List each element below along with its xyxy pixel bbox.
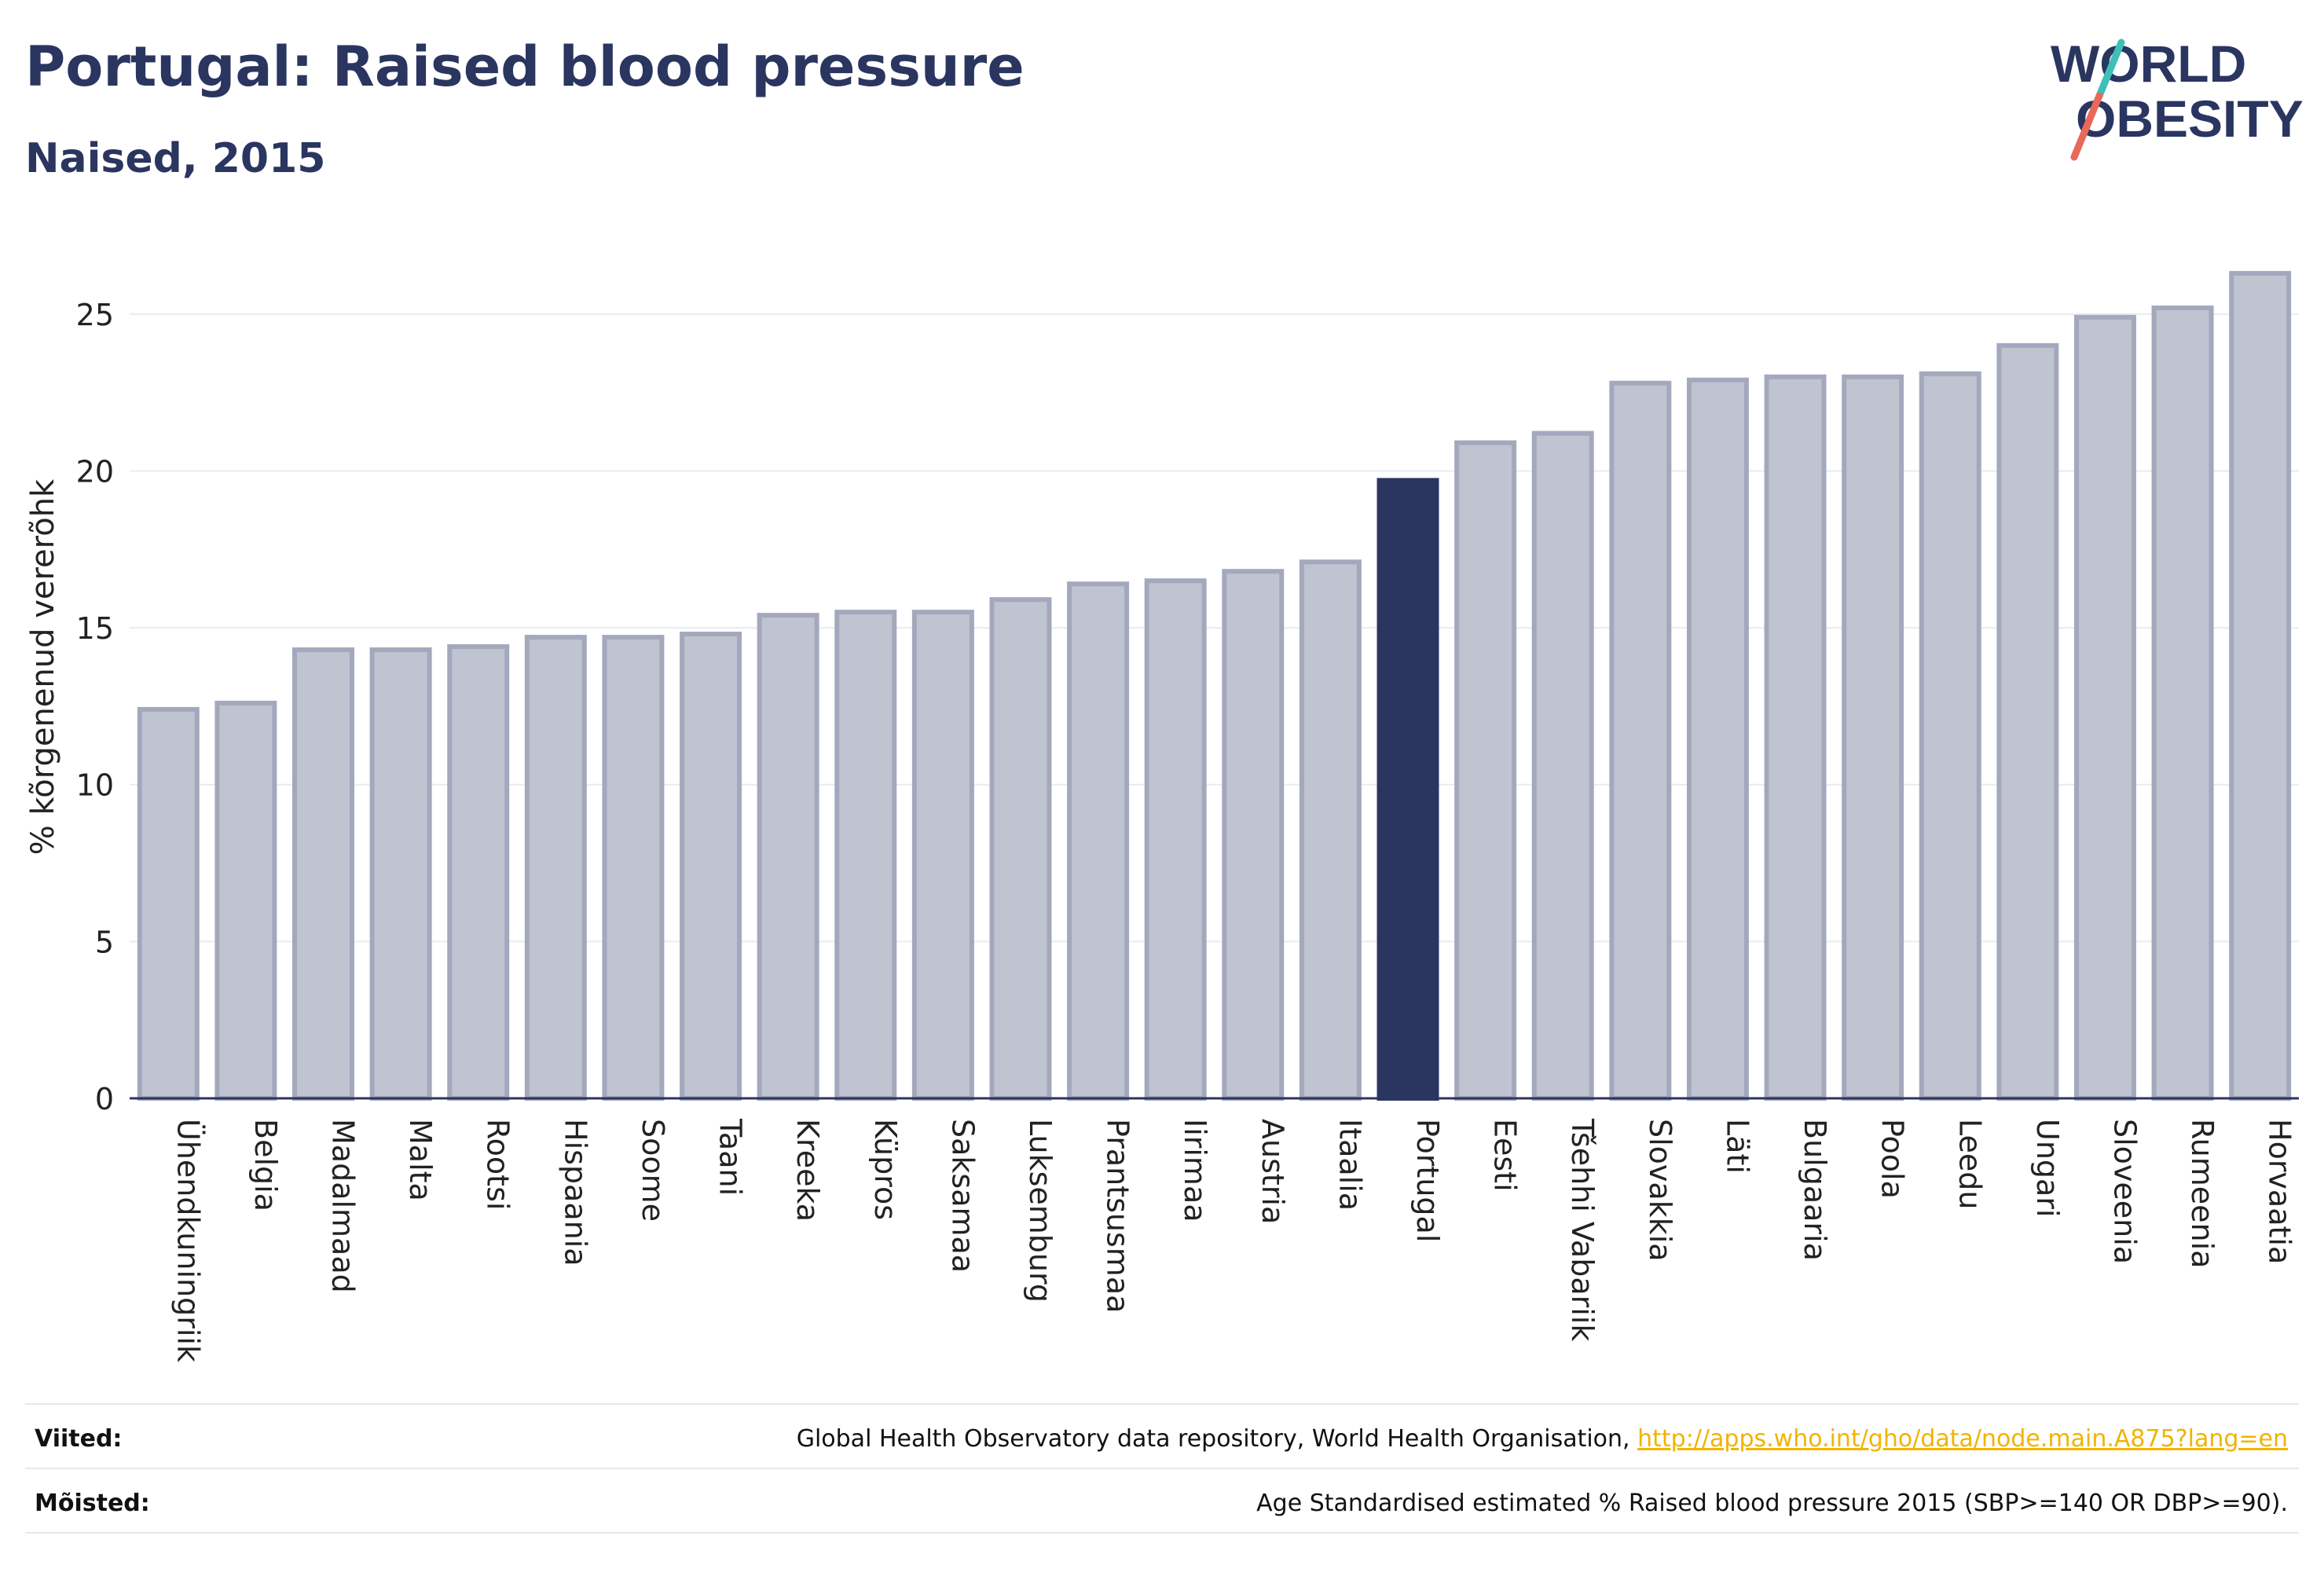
x-tick-label: Rumeenia [2185,1119,2220,1268]
bar-country [1764,374,1827,1101]
bar-country [757,613,819,1101]
y-tick-label: 25 [76,298,114,332]
x-tick-label: Prantsusmaa [1101,1119,1135,1313]
bar-country [1144,578,1207,1101]
bar-country [1686,377,1749,1101]
x-tick-label: Madalmaad [326,1119,361,1293]
x-tick-label: Leedu [1952,1119,1987,1209]
x-tick-label: Küpros [868,1119,903,1220]
x-tick-label: Poola [1875,1119,1910,1199]
page-title: Portugal: Raised blood pressure [25,35,1025,99]
x-tick-label: Austria [1255,1119,1290,1224]
world-obesity-logo: WORLD OBESITY [2051,35,2304,161]
x-tick-label: Bulgaaria [1798,1119,1832,1261]
x-tick-label: Luksemburg [1023,1119,1058,1303]
x-tick-label: Slovakkia [1643,1119,1677,1262]
y-axis-label: % kõrgenenud vererõhk [25,478,61,855]
x-tick-label: Belgia [248,1119,283,1211]
bar-country [834,610,897,1101]
logo-text-top: WORLD [2051,35,2246,93]
x-tick-label: Sloveenia [2107,1119,2142,1264]
bar-highlight [1376,478,1439,1101]
sources-label: Viited: [35,1425,123,1453]
bar-country [1454,440,1517,1101]
x-tick-label: Tšehhi Vabariik [1565,1118,1600,1341]
bar-country [1996,343,2059,1101]
bar-country [911,610,974,1101]
bar-country [524,635,587,1101]
y-tick-label: 15 [76,611,114,646]
logo-text-bottom: OBESITY [2076,90,2304,148]
bar-country [1919,371,1981,1101]
bar-country [1842,374,1904,1101]
page-subtitle: Naised, 2015 [25,135,326,182]
x-tick-label: Eesti [1488,1119,1523,1192]
bar-country [1222,569,1285,1101]
footer-divider-bottom [25,1532,2299,1534]
definitions-text: Age Standardised estimated % Raised bloo… [1256,1490,2288,1517]
x-tick-label: Läti [1720,1119,1754,1174]
x-tick-label: Iirimaa [1178,1119,1212,1222]
x-tick-label: Itaalia [1332,1119,1367,1211]
y-tick-label: 5 [95,925,114,959]
bar-country [292,647,355,1101]
x-tick-label: Portugal [1410,1119,1445,1242]
footer-divider-middle [25,1468,2299,1469]
bar-country [447,644,510,1101]
x-tick-label: Saksamaa [945,1119,980,1273]
bar-country [989,597,1052,1101]
y-tick-label: 0 [95,1082,114,1116]
x-tick-label: Ühendkuningriik [170,1119,205,1362]
bar-country [137,706,200,1101]
x-tick-label: Kreeka [790,1119,825,1222]
sources-link[interactable]: http://apps.who.int/gho/data/node.main.A… [1637,1425,2288,1453]
x-tick-label: Horvaatia [2263,1119,2297,1264]
logo-slash-red [2070,92,2103,161]
x-tick-label: Malta [403,1119,438,1201]
bar-country [369,647,432,1101]
bar-country [2073,314,2136,1101]
bar-country [1609,380,1672,1101]
y-tick-label: 10 [76,768,114,803]
sources-citation: Global Health Observatory data repositor… [796,1425,1630,1453]
bar-chart: 0 5 10 15 20 25 Ühendkuningriik Belgia Madalmaad… [25,270,2299,1362]
bar-country [214,700,277,1101]
sources-text: Global Health Observatory data repositor… [797,1425,2288,1453]
x-tick-label: Taani [713,1118,748,1196]
bar-country [1531,431,1594,1101]
definitions-label: Mõisted: [35,1490,150,1517]
bar-country [680,632,742,1101]
x-tick-label: Soome [636,1119,670,1222]
x-tick-label: Ungari [2030,1119,2065,1218]
bar-country [1299,559,1362,1101]
x-tick-label: Rootsi [481,1119,515,1210]
x-tick-label: Hispaania [558,1119,592,1266]
bar-country [2151,305,2214,1101]
bar-country [1067,581,1130,1101]
footer-divider-top [25,1403,2299,1405]
bar-country [602,635,665,1101]
logo-slash-teal [2095,38,2125,100]
y-tick-label: 20 [76,454,114,489]
bar-country [2229,270,2292,1101]
